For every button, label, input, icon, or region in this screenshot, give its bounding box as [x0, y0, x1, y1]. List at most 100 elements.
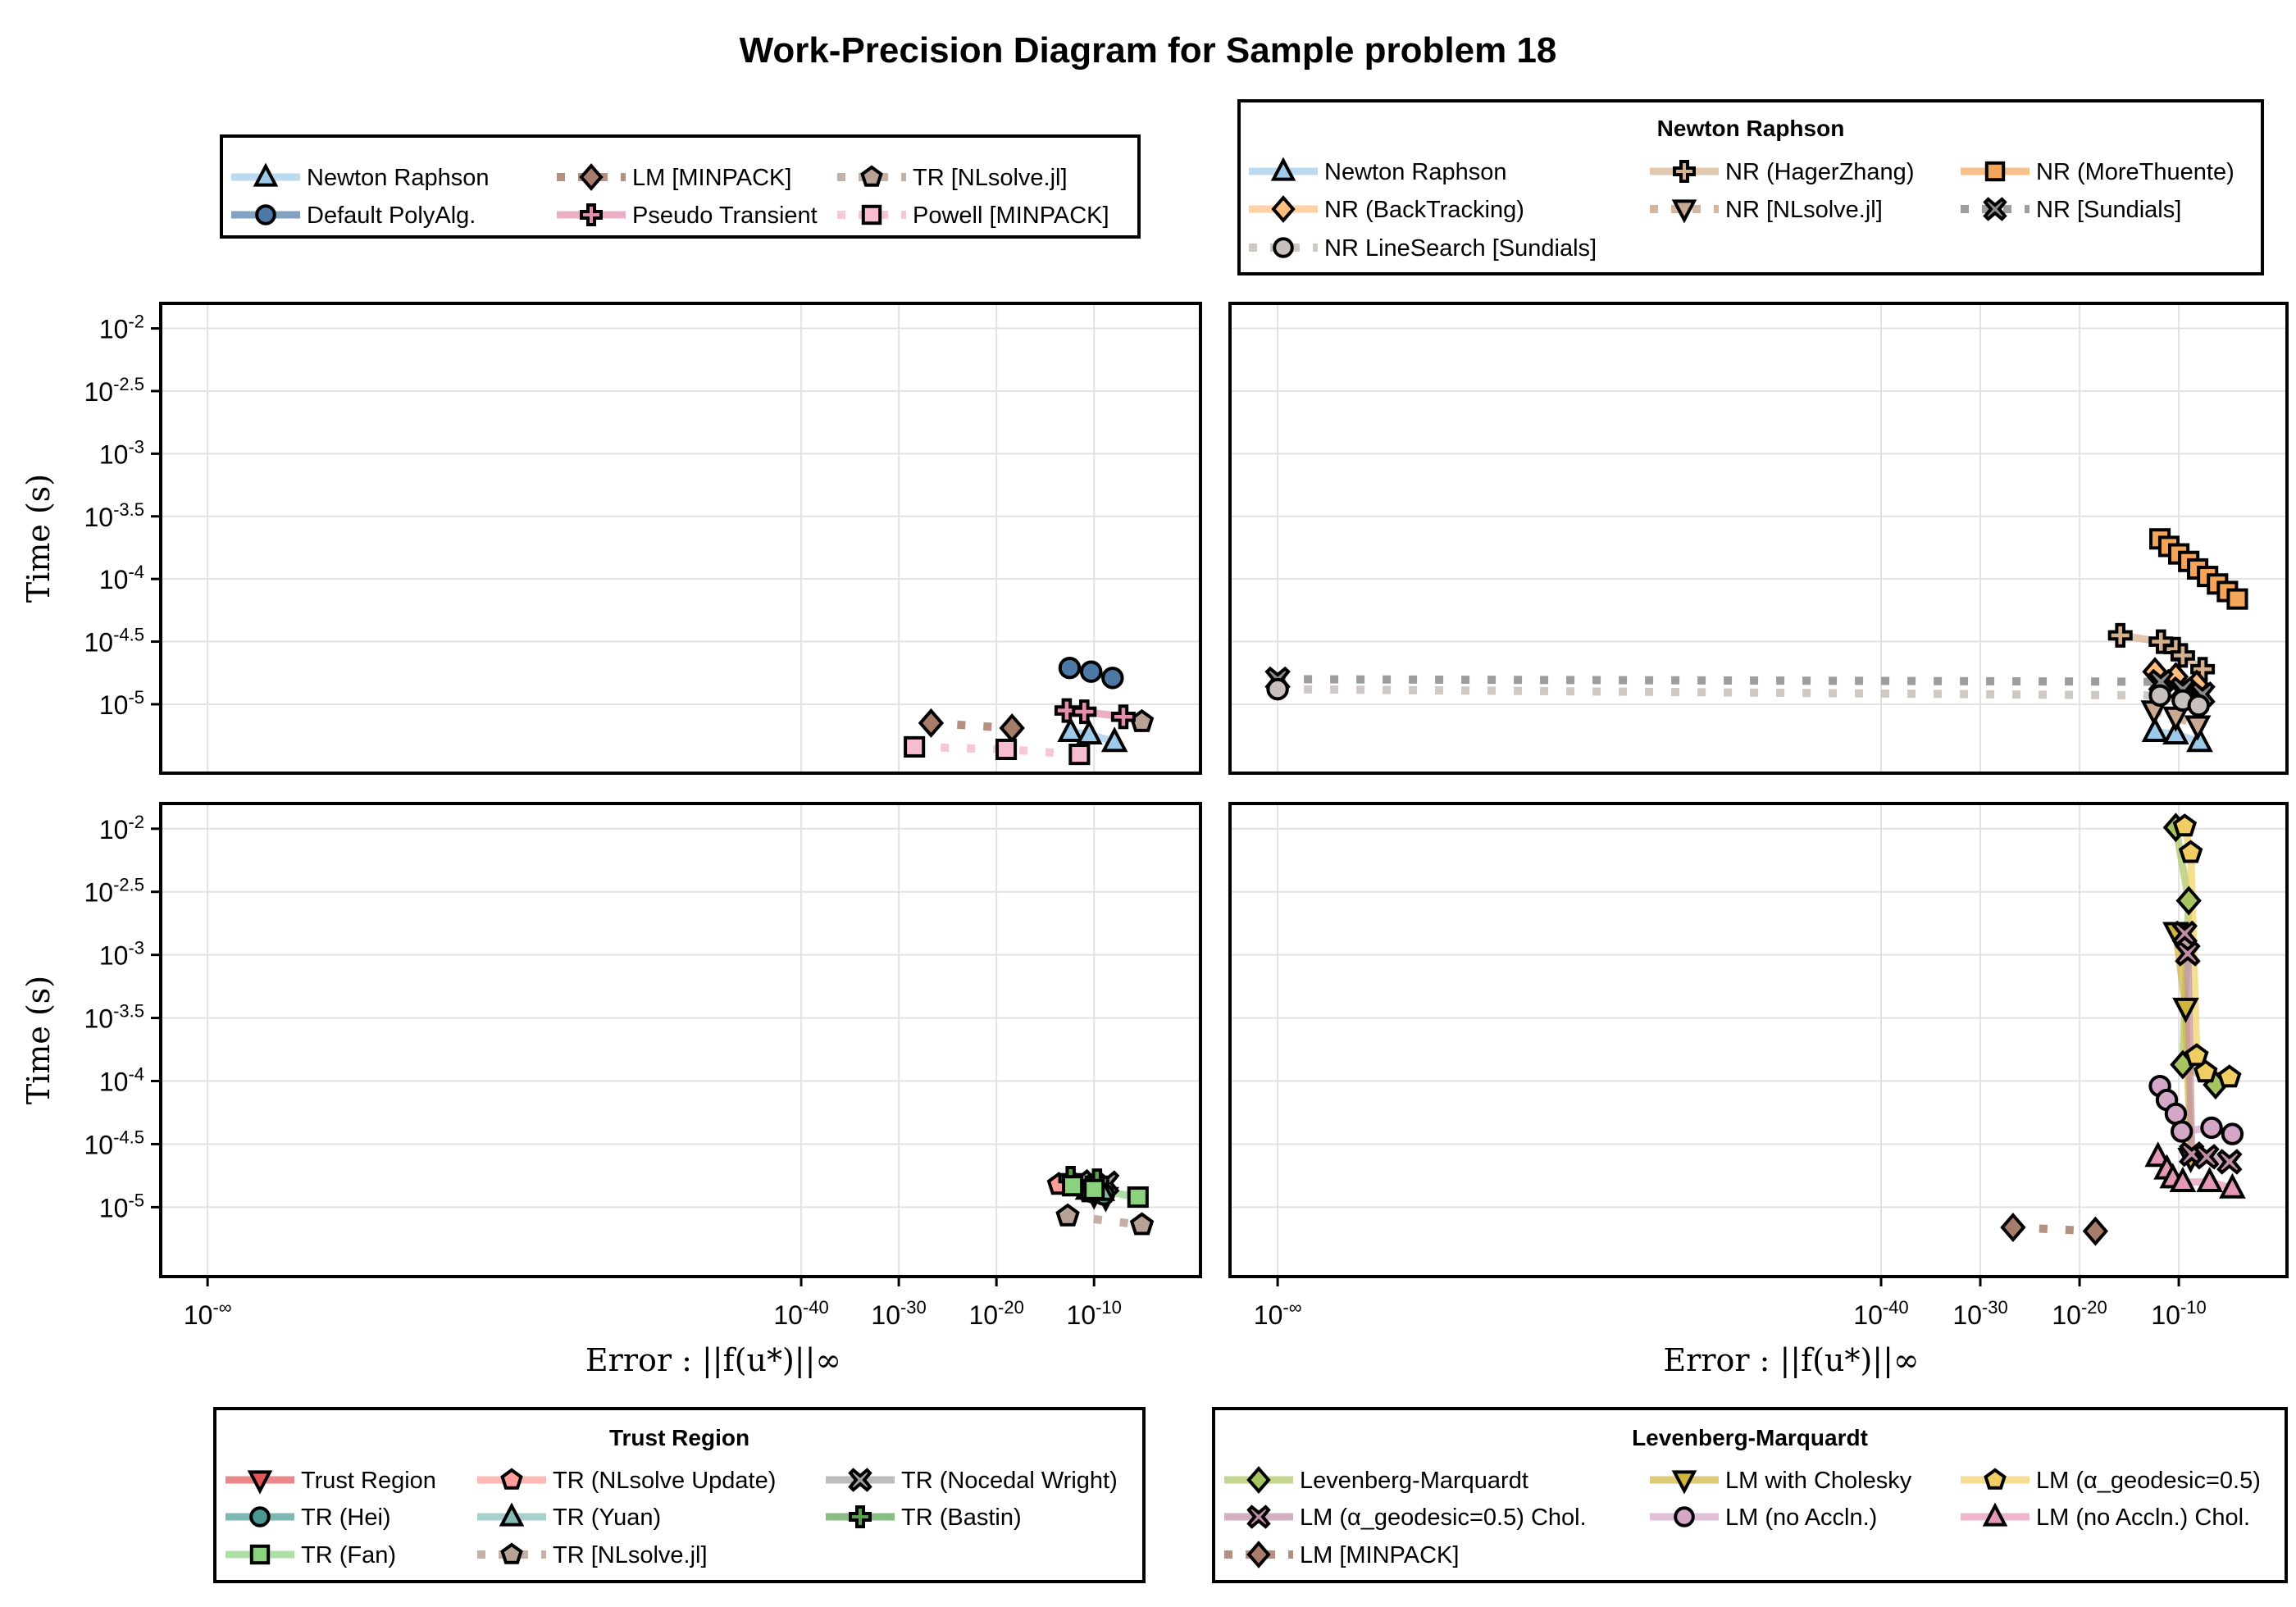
plot-area-frame: [1228, 302, 2289, 775]
legend-label: TR (Bastin): [901, 1505, 1022, 1531]
legend-item: Levenberg-Marquardt: [1224, 1466, 1528, 1494]
plot-area-frame: [159, 302, 1202, 775]
legend-label: TR [NLsolve.jl]: [913, 165, 1068, 191]
series-layer: [2000, 813, 2246, 1246]
data-point: [2172, 997, 2199, 1023]
data-point: [2200, 1116, 2223, 1140]
legend-label: Newton Raphson: [307, 165, 489, 191]
y-tick-label: 10-2.5: [84, 374, 144, 407]
legend-marker-circle-icon: [1674, 1506, 1695, 1527]
legend-marker-diamond-icon: [579, 163, 604, 191]
data-point: [2194, 1059, 2218, 1083]
legend-label: TR (NLsolve Update): [553, 1468, 776, 1494]
data-point: [1110, 704, 1136, 730]
legend-marker-square-icon: [249, 1544, 271, 1565]
legend-marker-plus-icon: [580, 203, 603, 226]
legend-label: Levenberg-Marquardt: [1300, 1468, 1528, 1494]
legend-item: Pseudo Transient: [557, 203, 818, 229]
data-point: [1100, 726, 1128, 753]
legend-item: TR (NLsolve Update): [477, 1468, 776, 1494]
data-point: [2148, 684, 2171, 707]
data-point: [2216, 1149, 2243, 1175]
legend-bottom-right: Levenberg-Marquardt Levenberg-Marquardt LM…: [1212, 1407, 2288, 1583]
legend-item: TR (Nocedal Wright): [826, 1468, 1118, 1494]
data-point: [2184, 1043, 2209, 1067]
data-point: [1266, 677, 1289, 701]
series-line: [2012, 1223, 2096, 1236]
x-axis-label: Error : ||f(u*)||∞: [1663, 1342, 1919, 1378]
data-point: [1127, 1186, 1149, 1209]
data-point: [2190, 657, 2216, 682]
legend-marker-pentagon-icon: [500, 1468, 523, 1490]
data-point: [1083, 1178, 1105, 1200]
legend-item: TR (Bastin): [826, 1505, 1022, 1531]
y-tick-label: 10-5: [99, 687, 144, 720]
legend-label: NR (MoreThuente): [2036, 159, 2234, 185]
data-point: [2194, 1144, 2220, 1170]
panel-top-right: [1228, 302, 2289, 775]
legend-top-left: Newton Raphson LM [MINPACK] TR [NLsolve.jl…: [220, 134, 1141, 239]
x-tick-label: 10-40: [773, 1297, 828, 1330]
legend-item: NR [NLsolve.jl]: [1650, 197, 1883, 224]
legend-marker-triangle-icon: [253, 162, 279, 187]
data-point: [1057, 717, 1084, 742]
data-point: [1101, 667, 1124, 690]
legend-label: Newton Raphson: [1324, 159, 1506, 185]
x-tick-label: 10-40: [1853, 1297, 1908, 1330]
legend-marker-square-icon: [1984, 161, 2006, 182]
legend-marker-triangle-icon: [499, 1502, 525, 1527]
data-point: [2082, 1216, 2109, 1246]
legend-label: Powell [MINPACK]: [913, 203, 1109, 229]
x-tick-label: 10-∞: [1254, 1297, 1302, 1330]
data-point: [2000, 1212, 2026, 1242]
legend-item: LM (α_geodesic=0.5): [1961, 1468, 2261, 1494]
x-tick-label: 10-30: [871, 1297, 926, 1330]
legend-item: Trust Region: [226, 1468, 436, 1495]
x-tick-label: 10-∞: [184, 1297, 232, 1330]
data-point: [2175, 940, 2201, 967]
data-point: [1072, 699, 1097, 725]
legend-title: Levenberg-Marquardt: [1632, 1425, 1868, 1450]
legend-item: Powell [MINPACK]: [837, 203, 1109, 229]
panel-top-left: 10-2 10-2.5 10-3 10-3.5 10-4 10-4.5 10-5 Time (…: [20, 302, 1202, 775]
panel-bottom-right: 10-∞ 10-40 10-30 10-20 10-10 Error : ||f(u*)|…: [1228, 802, 2289, 1378]
legend-box: [1237, 99, 2264, 275]
series-line: [1278, 685, 2200, 710]
legend-label: NR [Sundials]: [2036, 197, 2181, 223]
legend-item: TR (Yuan): [477, 1502, 661, 1531]
data-point: [999, 712, 1025, 743]
y-tick-label: 10-3.5: [84, 1001, 144, 1034]
legend-marker-circle-icon: [255, 204, 276, 225]
legend-marker-cross-icon: [1246, 1505, 1271, 1529]
plot-area-frame: [159, 802, 1202, 1278]
legend-label: NR [NLsolve.jl]: [1725, 197, 1883, 223]
data-point: [2144, 1141, 2172, 1168]
legend-box: [220, 134, 1141, 239]
legend-marker-triangle-icon: [1270, 157, 1296, 181]
legend-label: Pseudo Transient: [632, 203, 818, 229]
data-point: [2178, 840, 2203, 863]
legend-marker-dtriangle-icon: [247, 1470, 273, 1495]
legend-item: NR (BackTracking): [1249, 195, 1524, 223]
data-point: [1058, 656, 1082, 680]
legend-marker-pentagon-icon: [1984, 1468, 2007, 1490]
y-tick-label: 10-4.5: [84, 1127, 144, 1159]
data-point: [1129, 1212, 1155, 1236]
y-tick-label: 10-3: [99, 938, 144, 971]
y-tick-label: 10-4.5: [84, 625, 144, 658]
x-tick-label: 10-20: [2052, 1297, 2107, 1330]
data-point: [2217, 1064, 2242, 1088]
data-point: [2226, 588, 2248, 610]
legend-label: LM (no Accln.) Chol.: [2036, 1505, 2250, 1531]
legend-label: LM [MINPACK]: [632, 165, 791, 191]
series-layer: [1264, 528, 2248, 753]
legend-label: TR [NLsolve.jl]: [553, 1542, 708, 1568]
legend-item: NR (MoreThuente): [1961, 159, 2234, 185]
data-point: [1055, 1203, 1080, 1227]
y-tick-label: 10-3.5: [84, 499, 144, 532]
legend-marker-square-icon: [861, 204, 882, 225]
y-tick-label: 10-4: [99, 562, 144, 594]
legend-label: LM (no Accln.): [1725, 1505, 1877, 1531]
legend-bottom-left: Trust Region Trust Region TR (NLsolve Upda…: [213, 1407, 1146, 1583]
data-point: [1075, 719, 1103, 744]
